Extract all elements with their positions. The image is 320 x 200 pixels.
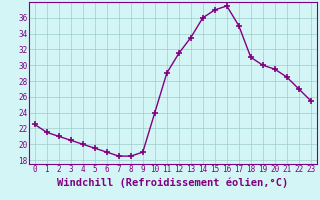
X-axis label: Windchill (Refroidissement éolien,°C): Windchill (Refroidissement éolien,°C) — [57, 177, 288, 188]
